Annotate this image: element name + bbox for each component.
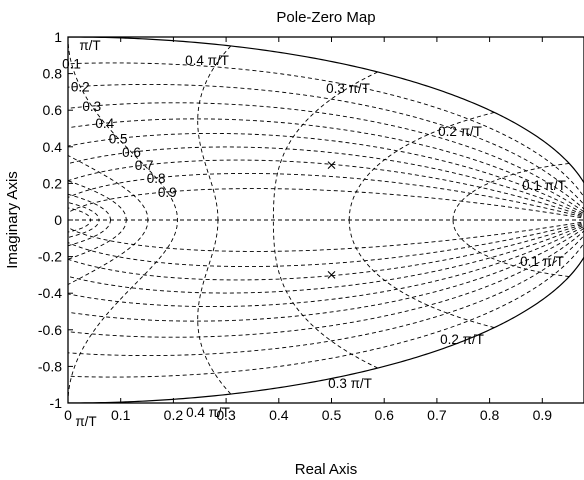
frequency-label-lower-1: 0.2 π/T <box>440 332 484 347</box>
unit-circle-lower <box>68 256 584 403</box>
x-axis-label: Real Axis <box>295 461 358 478</box>
frequency-label-upper-0: 0.1 π/T <box>522 178 566 193</box>
damping-curve-upper-6 <box>68 159 584 217</box>
frequency-curve-upper-2 <box>272 71 378 221</box>
pole-marker-0 <box>327 161 336 169</box>
damping-curve-upper-2 <box>68 102 584 210</box>
damping-curve-upper-3 <box>68 118 584 213</box>
y-tick-label-10: -1 <box>50 395 63 411</box>
frequency-label-upper-1: 0.2 π/T <box>438 124 482 139</box>
damping-label-2: 0.3 <box>82 99 101 114</box>
damping-curve-lower-0 <box>68 242 584 378</box>
frequency-curve-lower-5 <box>68 219 149 286</box>
axis-layer: 0 0.1 0.2 0.3 0.4 0.5 0.6 0.7 0.8 0.910.80.60.40.… <box>38 29 584 423</box>
frequency-label-upper-2: 0.3 π/T <box>326 81 370 96</box>
damping-curve-lower-6 <box>68 223 584 281</box>
damping-curve-upper-7 <box>68 172 584 218</box>
frequency-curve-lower-1 <box>348 219 495 328</box>
damping-curve-upper-4 <box>68 132 584 215</box>
frequency-label-upper-3: 0.4 π/T <box>185 53 229 68</box>
damping-curve-lower-3 <box>68 227 584 322</box>
damping-label-1: 0.2 <box>71 79 90 94</box>
y-tick-label-7: -0.4 <box>38 285 62 301</box>
y-tick-label-8: -0.6 <box>38 322 62 338</box>
damping-label-8: 0.9 <box>158 185 177 200</box>
frequency-curve-lower-2 <box>272 219 378 369</box>
damping-label-5: 0.6 <box>122 145 141 160</box>
x-tick-label-9: 0.9 <box>533 407 553 423</box>
x-tick-label-8: 0.8 <box>480 407 500 423</box>
damping-curve-lower-5 <box>68 224 584 294</box>
x-tick-label-7: 0.7 <box>427 407 447 423</box>
damping-label-0: 0.1 <box>62 57 81 72</box>
y-tick-label-0: 1 <box>54 29 62 45</box>
frequency-curve-lower-3 <box>197 219 232 395</box>
damping-label-4: 0.5 <box>109 131 128 146</box>
x-tick-label-3: 0.3 <box>216 407 236 423</box>
frequency-label-lower-3: 0.4 π/T <box>186 405 230 420</box>
y-tick-label-4: 0.2 <box>43 175 63 191</box>
damping-curve-lower-8 <box>68 221 584 252</box>
frequency-label-lower-9: π/T <box>75 414 96 429</box>
frequency-curve-lower-6 <box>68 219 127 260</box>
grid-label-layer: 0.10.20.30.40.50.60.70.80.9 0.1 π/T0.1 π/… <box>62 38 566 429</box>
frequency-label-lower-0: 0.1 π/T <box>520 254 564 269</box>
unit-circle-upper <box>68 37 584 184</box>
y-tick-label-6: -0.2 <box>38 249 62 265</box>
frequency-curve-lower-0 <box>452 219 570 277</box>
damping-curve-upper-8 <box>68 188 584 219</box>
damping-label-7: 0.8 <box>147 171 166 186</box>
x-tick-label-4: 0.4 <box>269 407 289 423</box>
y-tick-label-1: 0.8 <box>43 66 63 82</box>
damping-curve-lower-7 <box>68 222 584 268</box>
frequency-label-lower-2: 0.3 π/T <box>328 376 372 391</box>
x-tick-label-1: 0.1 <box>111 407 131 423</box>
frequency-curve-lower-4 <box>68 219 178 403</box>
damping-label-6: 0.7 <box>135 158 154 173</box>
grid-layer <box>68 37 584 403</box>
y-tick-label-3: 0.4 <box>43 139 63 155</box>
y-tick-label-9: -0.8 <box>38 358 62 374</box>
x-tick-label-5: 0.5 <box>322 407 342 423</box>
frequency-curve-upper-0 <box>452 163 570 221</box>
damping-label-3: 0.4 <box>95 116 114 131</box>
x-tick-label-6: 0.6 <box>374 407 394 423</box>
frequency-curve-upper-4 <box>68 37 178 221</box>
chart-title: Pole-Zero Map <box>276 9 375 26</box>
y-axis-label: Imaginary Axis <box>4 171 21 269</box>
damping-curve-lower-4 <box>68 225 584 308</box>
frequency-label-upper-9: π/T <box>79 38 100 53</box>
damping-curve-lower-1 <box>68 234 584 357</box>
frequency-curve-upper-3 <box>197 45 232 221</box>
damping-curve-upper-5 <box>68 146 584 216</box>
y-tick-label-5: 0 <box>54 212 62 228</box>
pole-marker-1 <box>327 271 336 279</box>
x-tick-label-0: 0 <box>64 407 72 423</box>
frequency-curve-upper-5 <box>68 154 149 221</box>
frequency-curve-upper-6 <box>68 180 127 221</box>
damping-curve-lower-2 <box>68 230 584 338</box>
y-tick-label-2: 0.6 <box>43 102 63 118</box>
marker-layer <box>327 161 336 279</box>
unit-circle-layer <box>68 37 584 403</box>
x-tick-label-2: 0.2 <box>164 407 184 423</box>
